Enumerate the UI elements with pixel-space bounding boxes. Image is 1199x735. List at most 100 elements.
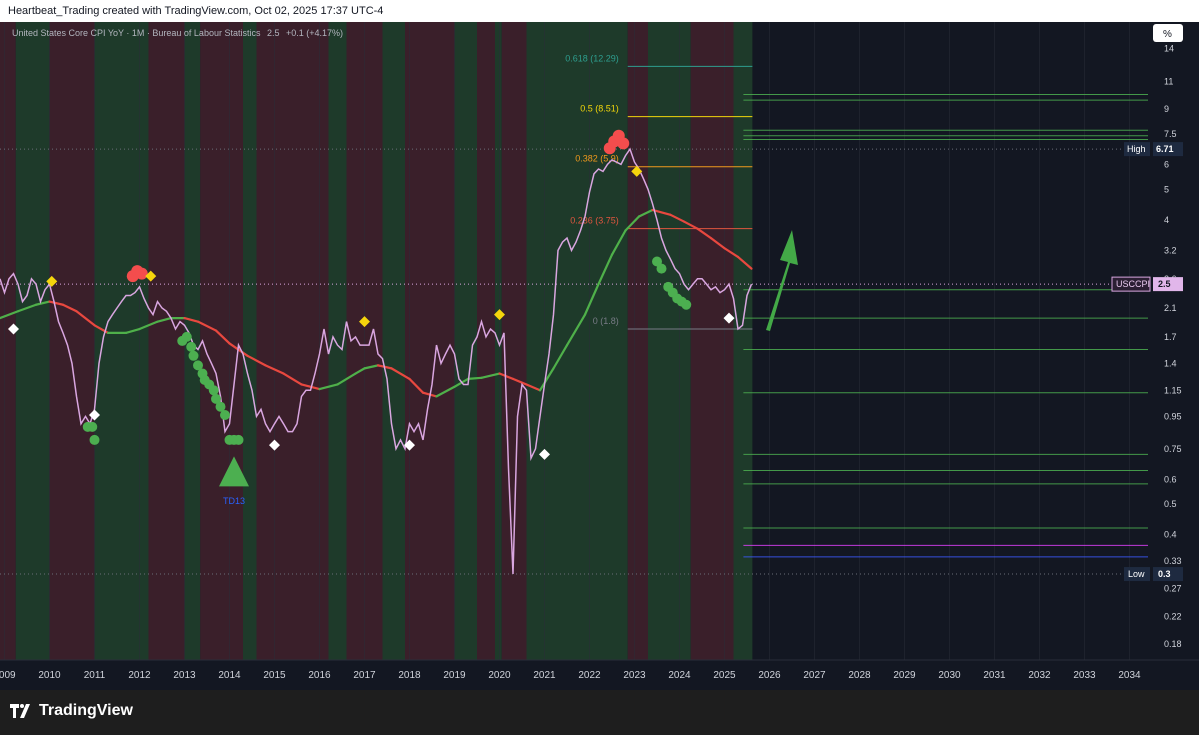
region-band	[0, 22, 16, 660]
trend-segment	[723, 247, 740, 259]
trend-segment	[390, 367, 411, 381]
green-dot	[208, 385, 219, 396]
trend-segment	[511, 377, 528, 386]
x-tick-label: 2018	[398, 670, 421, 681]
y-tick-label: 0.27	[1164, 583, 1182, 593]
projection-up-arrow	[766, 230, 798, 331]
trend-segment	[552, 344, 569, 370]
low-value-bg	[1153, 567, 1183, 582]
trend-segment	[354, 367, 366, 375]
trend-segment	[525, 383, 542, 392]
price-label-bg	[1111, 276, 1151, 292]
y-tick-label: 5	[1164, 184, 1169, 194]
y-tick-label: 14	[1164, 44, 1174, 54]
y-tick-label: 2.1	[1164, 303, 1177, 313]
region-band	[477, 22, 495, 660]
region-band	[627, 22, 648, 660]
green-dot	[211, 393, 221, 404]
tradingview-brand: TradingView	[39, 702, 133, 719]
y-tick-label: 11	[1164, 77, 1173, 87]
trend-segment	[282, 372, 303, 386]
trend-segment	[736, 255, 753, 270]
region-band	[243, 22, 257, 660]
white-diamond	[723, 312, 735, 324]
high-label-bg	[1124, 142, 1150, 157]
x-tick-label: 2027	[803, 670, 826, 681]
footer: TradingView	[0, 690, 1199, 735]
green-dot	[652, 256, 662, 267]
trend-segment	[624, 215, 641, 232]
price-label-value: 2.5	[1158, 279, 1171, 289]
trend-segment	[264, 364, 285, 375]
y-tick-label: 9	[1164, 104, 1169, 114]
green-dot	[87, 421, 98, 432]
x-tick-label: 2020	[488, 670, 511, 681]
low-label-name: Low	[1128, 569, 1145, 579]
trend-segment	[0, 310, 20, 320]
x-tick-label: 2024	[668, 670, 691, 681]
white-diamond	[89, 409, 100, 421]
x-tick-label: 2009	[0, 670, 16, 681]
fib-level-label: 0 (1.8)	[593, 316, 619, 326]
trend-segment	[669, 213, 686, 223]
x-tick-label: 2010	[38, 670, 61, 681]
x-tick-label: 2012	[128, 670, 151, 681]
x-tick-label: 2015	[263, 670, 286, 681]
chart-svg[interactable]: 0.618 (12.29) 0.5 (8.51) 0.382 (5.9) 0.236 …	[0, 22, 1199, 690]
trend-segment	[48, 300, 65, 306]
x-tick-label: 2028	[848, 670, 871, 681]
green-dot	[656, 263, 667, 274]
region-band	[200, 22, 243, 660]
region-band	[405, 22, 455, 660]
x-tick-label: 2029	[893, 670, 916, 681]
tradingview-logo[interactable]: TradingView	[10, 702, 133, 720]
yellow-diamond	[145, 270, 157, 282]
high-value-bg	[1153, 142, 1183, 157]
fib-level-label: 0.618 (12.29)	[565, 53, 619, 63]
series-legend: United States Core CPI YoY · 1M · Bureau…	[12, 28, 343, 38]
trend-segment	[61, 303, 78, 313]
white-diamond	[539, 448, 550, 460]
trend-segment	[246, 354, 267, 367]
x-tick-label: 2031	[983, 670, 1006, 681]
x-axis-area	[0, 660, 1199, 690]
x-tick-label: 2026	[758, 670, 781, 681]
y-tick-label: 0.22	[1164, 611, 1182, 621]
y-tick-label: 3.2	[1164, 245, 1177, 255]
chart-header: Heartbeat_Trading created with TradingVi…	[0, 0, 1199, 22]
td13-annotation: TD13	[223, 496, 245, 506]
green-dot	[233, 434, 244, 445]
x-tick-label: 2032	[1028, 670, 1051, 681]
trend-segment	[318, 383, 339, 391]
legend-symbol: United States Core CPI YoY · 1M · Bureau…	[12, 28, 261, 38]
trend-segment	[637, 208, 654, 218]
red-dot	[617, 137, 630, 150]
y-axis-unit-box[interactable]	[1153, 24, 1183, 42]
white-diamond	[269, 439, 280, 451]
green-dot	[188, 350, 199, 361]
x-tick-label: 2030	[938, 670, 961, 681]
legend-change: +0.1 (+4.17%)	[286, 28, 344, 38]
fib-level-label: 0.382 (5.9)	[575, 154, 619, 164]
x-tick-label: 2016	[308, 670, 331, 681]
region-band	[15, 22, 50, 660]
region-band	[526, 22, 628, 660]
x-tick-label: 2021	[533, 670, 556, 681]
yellow-diamond	[631, 165, 643, 177]
trend-segment	[435, 385, 456, 398]
high-label-value: 6.71	[1156, 144, 1174, 154]
region-band	[690, 22, 734, 660]
region-band	[501, 22, 527, 660]
trend-segment	[156, 316, 173, 323]
green-dot	[193, 360, 203, 371]
trend-segment	[538, 367, 555, 392]
chart-area[interactable]: 0.618 (12.29) 0.5 (8.51) 0.382 (5.9) 0.236 …	[0, 22, 1199, 690]
low-label-value: 0.3	[1158, 569, 1171, 579]
yellow-diamond	[46, 275, 58, 287]
td-signal-triangle	[219, 456, 249, 487]
trend-segment	[651, 208, 672, 216]
green-dot	[681, 299, 692, 310]
region-band	[328, 22, 347, 660]
y-tick-label: 4	[1164, 215, 1169, 225]
trend-segment	[709, 237, 726, 250]
